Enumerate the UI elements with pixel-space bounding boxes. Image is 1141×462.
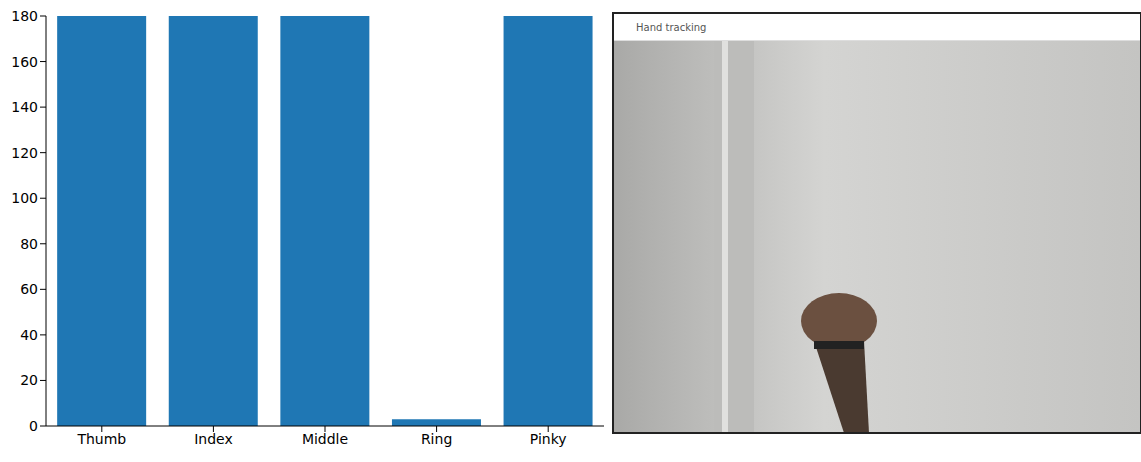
svg-text:140: 140: [11, 99, 38, 115]
svg-text:80: 80: [20, 236, 38, 252]
svg-text:Thumb: Thumb: [76, 431, 126, 447]
svg-text:Middle: Middle: [302, 431, 348, 447]
svg-text:180: 180: [11, 8, 38, 24]
svg-text:Pinky: Pinky: [530, 431, 567, 447]
svg-text:0: 0: [29, 418, 38, 434]
html-text:Hand tracking: Hand tracking: [636, 21, 707, 33]
svg-text:120: 120: [11, 145, 38, 161]
svg-text:40: 40: [20, 327, 38, 343]
svg-text:60: 60: [20, 281, 38, 297]
svg-text:Index: Index: [194, 431, 233, 447]
svg-text:20: 20: [20, 372, 38, 388]
svg-text:160: 160: [11, 54, 38, 70]
svg-text:Ring: Ring: [421, 431, 452, 447]
svg-text:100: 100: [11, 190, 38, 206]
